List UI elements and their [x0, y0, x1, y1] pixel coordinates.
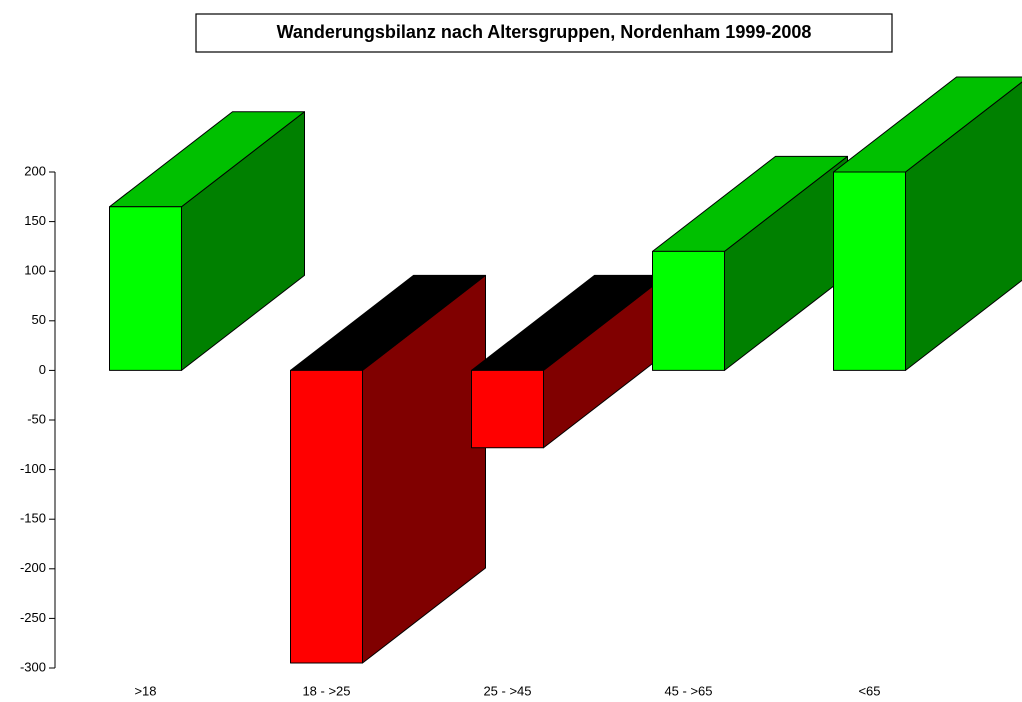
- x-tick-label: 45 - >65: [664, 683, 712, 698]
- x-tick-label: >18: [134, 683, 156, 698]
- y-tick-label: 150: [24, 213, 46, 228]
- bar: [109, 206, 182, 371]
- bar: [833, 171, 906, 371]
- bar: [652, 250, 725, 371]
- y-tick-label: -100: [20, 461, 46, 476]
- y-tick-label: 100: [24, 263, 46, 278]
- y-tick-label: -200: [20, 560, 46, 575]
- chart-title: Wanderungsbilanz nach Altersgruppen, Nor…: [277, 22, 812, 42]
- y-tick-label: -300: [20, 659, 46, 674]
- bar: [471, 369, 544, 449]
- y-tick-label: 0: [39, 362, 46, 377]
- title-box: [195, 13, 893, 53]
- y-tick-label: 50: [32, 312, 46, 327]
- x-tick-label: 25 - >45: [483, 683, 531, 698]
- y-tick-label: -50: [27, 411, 46, 426]
- x-tick-label: 18 - >25: [302, 683, 350, 698]
- x-tick-label: <65: [858, 683, 880, 698]
- y-tick-label: -150: [20, 511, 46, 526]
- y-tick-label: 200: [24, 163, 46, 178]
- bar: [290, 369, 363, 664]
- y-tick-label: -250: [20, 610, 46, 625]
